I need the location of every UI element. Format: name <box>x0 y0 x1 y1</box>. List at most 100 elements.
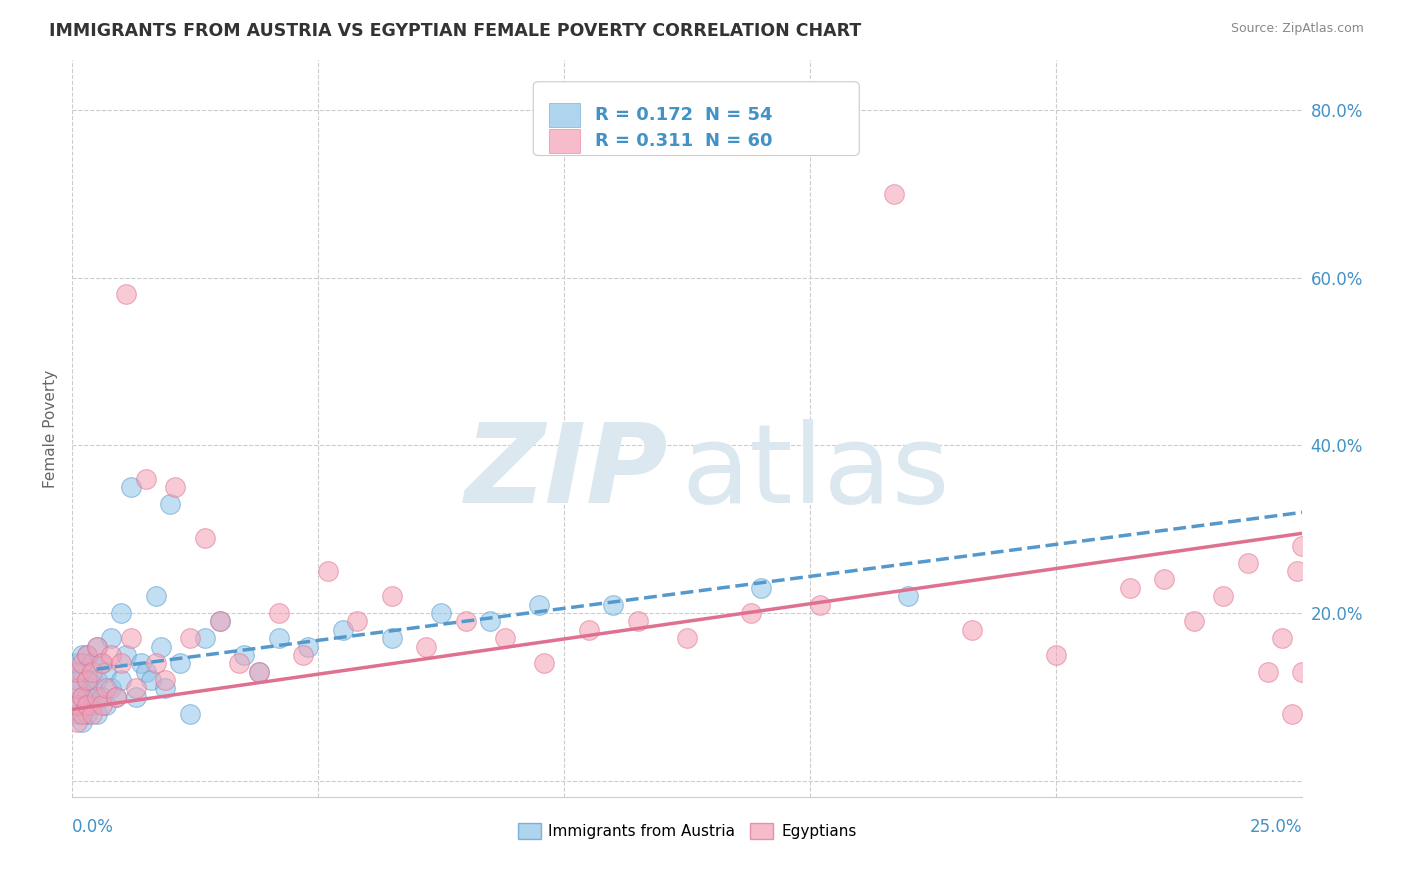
Point <box>883 186 905 201</box>
Point <box>228 657 250 671</box>
Point <box>76 690 98 704</box>
Point <box>66 698 89 713</box>
Point <box>76 648 98 662</box>
FancyBboxPatch shape <box>550 103 581 127</box>
Point <box>66 657 89 671</box>
Point <box>381 631 404 645</box>
Point <box>297 640 319 654</box>
Point <box>66 681 89 696</box>
Point <box>80 706 103 721</box>
Point <box>80 665 103 679</box>
Point <box>139 673 162 687</box>
Text: 25.0%: 25.0% <box>1250 818 1302 837</box>
Point <box>194 631 217 645</box>
Point <box>90 698 112 713</box>
Point <box>676 631 699 645</box>
Point <box>80 698 103 713</box>
Point <box>247 665 270 679</box>
Point <box>267 606 290 620</box>
Point <box>149 640 172 654</box>
Point <box>70 690 93 704</box>
Point <box>1271 631 1294 645</box>
Point <box>155 681 177 696</box>
Point <box>115 287 138 301</box>
Legend: Immigrants from Austria, Egyptians: Immigrants from Austria, Egyptians <box>512 817 862 845</box>
Point <box>1286 564 1309 578</box>
Text: N = 60: N = 60 <box>706 132 773 150</box>
Point <box>110 657 132 671</box>
Point <box>66 673 89 687</box>
Point <box>602 598 624 612</box>
Point <box>125 681 148 696</box>
Point <box>533 657 555 671</box>
Text: 0.0%: 0.0% <box>72 818 114 837</box>
Point <box>808 598 831 612</box>
Point <box>70 648 93 662</box>
Point <box>1257 665 1279 679</box>
Point <box>267 631 290 645</box>
Point <box>76 706 98 721</box>
Point <box>159 497 181 511</box>
Point <box>1291 539 1313 553</box>
Point <box>627 615 650 629</box>
Point <box>76 673 98 687</box>
Point <box>1153 573 1175 587</box>
Point <box>90 690 112 704</box>
Point <box>96 698 118 713</box>
Text: atlas: atlas <box>681 419 949 526</box>
Point <box>247 665 270 679</box>
Point <box>129 657 152 671</box>
Point <box>76 698 98 713</box>
Point <box>135 665 157 679</box>
Point <box>292 648 315 662</box>
Point <box>105 690 128 704</box>
Point <box>479 615 502 629</box>
Point <box>208 615 231 629</box>
Point <box>76 648 98 662</box>
Point <box>346 615 368 629</box>
Point <box>165 480 187 494</box>
Point <box>76 673 98 687</box>
Point <box>80 657 103 671</box>
Point <box>96 665 118 679</box>
Text: ZIP: ZIP <box>465 419 669 526</box>
Point <box>1045 648 1067 662</box>
Point <box>740 606 762 620</box>
Point <box>96 681 118 696</box>
Text: N = 54: N = 54 <box>706 106 773 124</box>
Point <box>749 581 772 595</box>
Point <box>86 690 108 704</box>
Point <box>430 606 453 620</box>
Text: Source: ZipAtlas.com: Source: ZipAtlas.com <box>1230 22 1364 36</box>
Point <box>115 648 138 662</box>
Point <box>316 564 339 578</box>
Point <box>100 631 122 645</box>
Point <box>90 657 112 671</box>
Point <box>70 706 93 721</box>
Point <box>962 623 984 637</box>
Point <box>179 706 201 721</box>
Point <box>80 681 103 696</box>
Point <box>125 690 148 704</box>
Point <box>1212 589 1234 603</box>
Point <box>86 640 108 654</box>
Point <box>194 531 217 545</box>
Point <box>897 589 920 603</box>
Point <box>86 640 108 654</box>
Point <box>135 472 157 486</box>
Point <box>145 589 167 603</box>
FancyBboxPatch shape <box>533 82 859 155</box>
Text: IMMIGRANTS FROM AUSTRIA VS EGYPTIAN FEMALE POVERTY CORRELATION CHART: IMMIGRANTS FROM AUSTRIA VS EGYPTIAN FEMA… <box>49 22 862 40</box>
Point <box>70 665 93 679</box>
Text: R = 0.172: R = 0.172 <box>595 106 693 124</box>
Point <box>578 623 600 637</box>
Point <box>1182 615 1205 629</box>
Point <box>381 589 404 603</box>
Point <box>86 673 108 687</box>
Text: R = 0.311: R = 0.311 <box>595 132 693 150</box>
Point <box>66 698 89 713</box>
Point <box>86 706 108 721</box>
Point <box>120 480 142 494</box>
Point <box>169 657 191 671</box>
Point <box>66 706 89 721</box>
